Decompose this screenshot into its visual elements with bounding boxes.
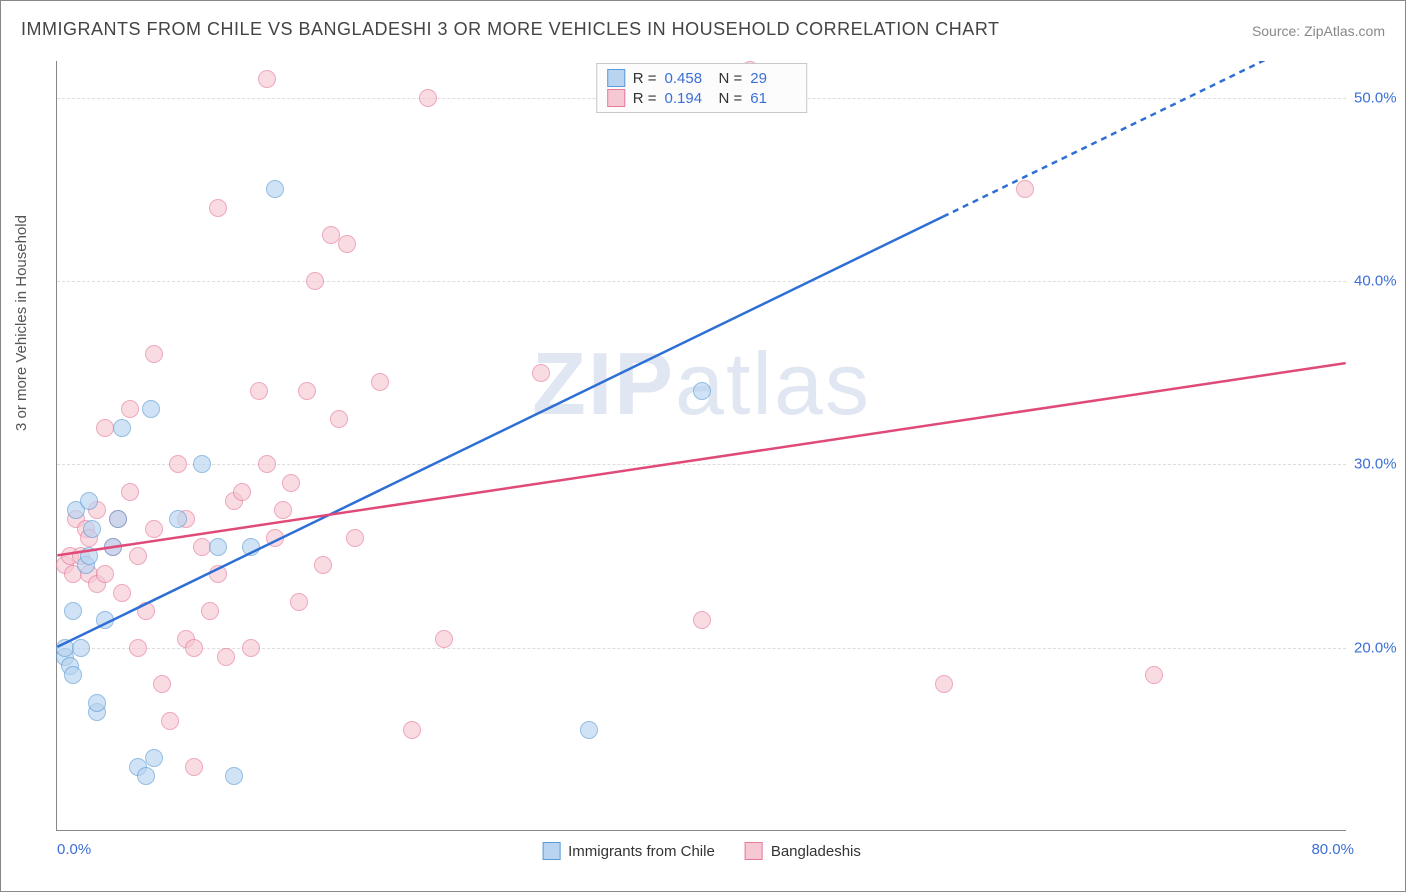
data-point [217, 648, 235, 666]
data-point [306, 272, 324, 290]
stats-row-series2: R = 0.194 N = 61 [607, 88, 797, 108]
data-point [314, 556, 332, 574]
data-point [935, 675, 953, 693]
data-point [580, 721, 598, 739]
data-point [121, 400, 139, 418]
x-tick-min: 0.0% [57, 841, 91, 858]
y-axis-label: 3 or more Vehicles in Household [13, 215, 30, 431]
chart-container: IMMIGRANTS FROM CHILE VS BANGLADESHI 3 O… [0, 0, 1406, 892]
n-value-series1: 29 [750, 70, 796, 87]
data-point [266, 180, 284, 198]
n-label: N = [719, 90, 743, 107]
data-point [145, 749, 163, 767]
legend-label-series2: Bangladeshis [771, 843, 861, 860]
n-label: N = [719, 70, 743, 87]
swatch-series2 [607, 89, 625, 107]
data-point [185, 758, 203, 776]
data-point [403, 721, 421, 739]
data-point [1016, 180, 1034, 198]
data-point [145, 520, 163, 538]
plot-area: ZIPatlas 20.0%30.0%40.0%50.0% R = 0.458 … [56, 61, 1346, 831]
data-point [142, 400, 160, 418]
data-point [72, 639, 90, 657]
data-point [1145, 666, 1163, 684]
data-point [346, 529, 364, 547]
data-point [64, 666, 82, 684]
data-point [242, 538, 260, 556]
y-tick-label: 40.0% [1354, 273, 1406, 290]
data-point [113, 584, 131, 602]
data-point [104, 538, 122, 556]
data-point [290, 593, 308, 611]
data-point [258, 70, 276, 88]
swatch-series1-icon [542, 842, 560, 860]
data-point [145, 345, 163, 363]
data-point [338, 235, 356, 253]
data-point [80, 492, 98, 510]
data-point [322, 226, 340, 244]
data-point [233, 483, 251, 501]
data-point [88, 694, 106, 712]
data-point [693, 382, 711, 400]
data-point [298, 382, 316, 400]
data-point [225, 767, 243, 785]
data-point [419, 89, 437, 107]
data-point [209, 199, 227, 217]
n-value-series2: 61 [750, 90, 796, 107]
data-point [193, 455, 211, 473]
watermark-bold: ZIP [532, 334, 675, 433]
y-tick-label: 20.0% [1354, 639, 1406, 656]
r-value-series2: 0.194 [665, 90, 711, 107]
data-point [153, 675, 171, 693]
stats-row-series1: R = 0.458 N = 29 [607, 68, 797, 88]
swatch-series2-icon [745, 842, 763, 860]
data-point [435, 630, 453, 648]
bottom-legend: Immigrants from Chile Bangladeshis [542, 842, 861, 860]
data-point [242, 639, 260, 657]
data-point [96, 611, 114, 629]
data-point [137, 602, 155, 620]
r-label: R = [633, 90, 657, 107]
regression-lines [57, 61, 1346, 830]
data-point [250, 382, 268, 400]
data-point [693, 611, 711, 629]
data-point [330, 410, 348, 428]
data-point [209, 538, 227, 556]
data-point [161, 712, 179, 730]
data-point [532, 364, 550, 382]
data-point [169, 510, 187, 528]
data-point [113, 419, 131, 437]
data-point [274, 501, 292, 519]
data-point [121, 483, 139, 501]
data-point [137, 767, 155, 785]
swatch-series1 [607, 69, 625, 87]
data-point [96, 565, 114, 583]
y-tick-label: 30.0% [1354, 456, 1406, 473]
data-point [83, 520, 101, 538]
legend-item-series1: Immigrants from Chile [542, 842, 715, 860]
data-point [282, 474, 300, 492]
data-point [129, 547, 147, 565]
data-point [185, 639, 203, 657]
data-point [201, 602, 219, 620]
data-point [64, 602, 82, 620]
data-point [80, 547, 98, 565]
legend-item-series2: Bangladeshis [745, 842, 861, 860]
r-value-series1: 0.458 [665, 70, 711, 87]
y-tick-label: 50.0% [1354, 89, 1406, 106]
data-point [169, 455, 187, 473]
legend-label-series1: Immigrants from Chile [568, 843, 715, 860]
stats-legend-box: R = 0.458 N = 29 R = 0.194 N = 61 [596, 63, 808, 113]
data-point [209, 565, 227, 583]
data-point [371, 373, 389, 391]
data-point [129, 639, 147, 657]
source-attribution: Source: ZipAtlas.com [1252, 23, 1385, 39]
data-point [266, 529, 284, 547]
x-tick-max: 80.0% [1311, 841, 1354, 858]
data-point [258, 455, 276, 473]
chart-title: IMMIGRANTS FROM CHILE VS BANGLADESHI 3 O… [21, 19, 999, 40]
r-label: R = [633, 70, 657, 87]
data-point [109, 510, 127, 528]
